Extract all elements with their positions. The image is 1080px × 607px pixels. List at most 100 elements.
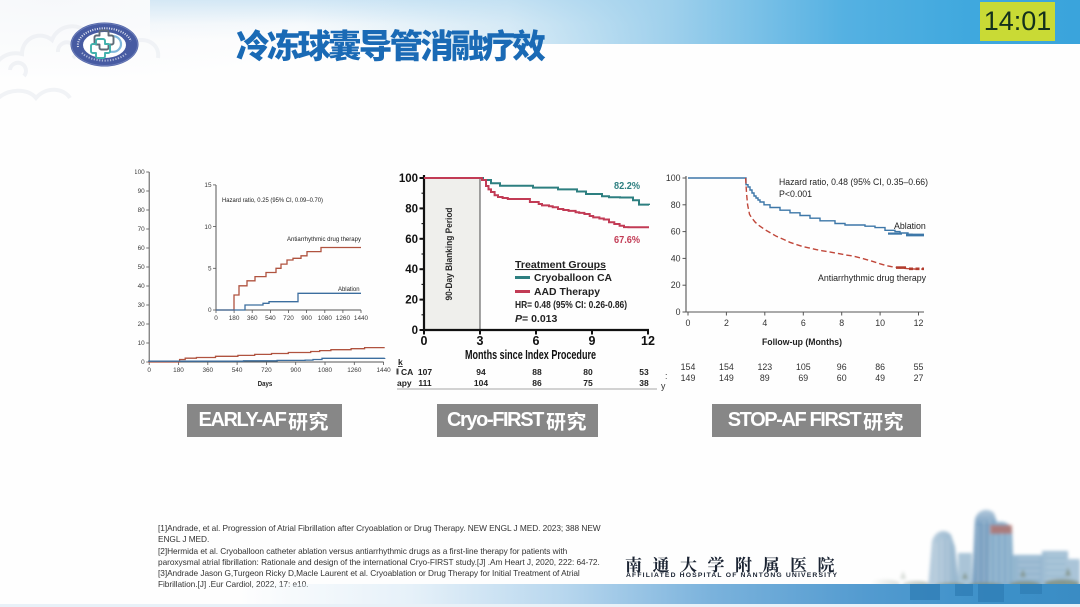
- svg-text:900: 900: [301, 315, 312, 322]
- svg-text:6: 6: [801, 318, 806, 328]
- svg-text:6: 6: [533, 334, 540, 348]
- svg-text:Hazard ratio, 0.25 (95% CI, 0.: Hazard ratio, 0.25 (95% CI, 0.09–0.70): [222, 197, 323, 204]
- svg-text:P<0.001: P<0.001: [779, 189, 812, 199]
- svg-text:720: 720: [261, 367, 272, 374]
- svg-text:0: 0: [214, 315, 218, 322]
- svg-text:10: 10: [875, 318, 885, 328]
- svg-text:100: 100: [399, 173, 418, 185]
- svg-text:10: 10: [204, 224, 212, 231]
- svg-text:40: 40: [405, 264, 418, 276]
- svg-text:1440: 1440: [354, 315, 369, 322]
- svg-text:8: 8: [839, 318, 844, 328]
- svg-text:10: 10: [138, 340, 146, 347]
- svg-text:Treatment Groups: Treatment Groups: [515, 259, 606, 271]
- svg-text:55: 55: [914, 362, 924, 372]
- svg-text:20: 20: [405, 295, 418, 307]
- svg-text:1080: 1080: [318, 367, 333, 374]
- svg-text:720: 720: [283, 315, 294, 322]
- svg-text:96: 96: [837, 362, 847, 372]
- svg-text:80: 80: [583, 367, 593, 377]
- svg-text:15: 15: [204, 182, 212, 189]
- svg-text:69: 69: [798, 373, 808, 383]
- svg-text:70: 70: [138, 226, 146, 233]
- svg-text:86: 86: [532, 378, 542, 388]
- svg-text:12: 12: [914, 318, 924, 328]
- svg-text:75: 75: [583, 378, 593, 388]
- svg-text:20: 20: [671, 280, 681, 290]
- svg-text:CA: CA: [401, 367, 413, 377]
- svg-text:1260: 1260: [347, 367, 362, 374]
- svg-text:180: 180: [173, 367, 184, 374]
- svg-text:27: 27: [914, 373, 924, 383]
- svg-text:149: 149: [719, 373, 734, 383]
- svg-text:50: 50: [138, 264, 146, 271]
- svg-text:90-Day Blanking Period: 90-Day Blanking Period: [444, 208, 454, 301]
- svg-text:38: 38: [639, 378, 649, 388]
- svg-text:94: 94: [476, 367, 486, 377]
- svg-text:Ablation: Ablation: [894, 221, 926, 231]
- svg-text:Hazard ratio, 0.48 (95% CI, 0.: Hazard ratio, 0.48 (95% CI, 0.35–0.66): [779, 177, 928, 187]
- svg-text:100: 100: [135, 169, 145, 176]
- svg-text:360: 360: [247, 315, 258, 322]
- svg-text:0: 0: [141, 359, 145, 366]
- svg-text:80: 80: [138, 207, 146, 214]
- svg-text:123: 123: [757, 362, 772, 372]
- svg-text:60: 60: [837, 373, 847, 383]
- svg-text:100: 100: [666, 173, 681, 183]
- svg-text:60: 60: [138, 245, 146, 252]
- svg-text:1080: 1080: [318, 315, 333, 322]
- svg-text:107: 107: [418, 367, 432, 377]
- svg-text:540: 540: [232, 367, 243, 374]
- svg-text:60: 60: [671, 227, 681, 237]
- svg-text:9: 9: [589, 334, 596, 348]
- svg-text:0: 0: [147, 367, 151, 374]
- svg-text:12: 12: [641, 334, 655, 348]
- svg-text:k: k: [398, 357, 403, 367]
- svg-text:149: 149: [681, 373, 696, 383]
- svg-text:y: y: [661, 381, 666, 391]
- svg-text:1260: 1260: [336, 315, 351, 322]
- svg-text:4: 4: [762, 318, 767, 328]
- svg-text:40: 40: [138, 283, 146, 290]
- svg-text:154: 154: [719, 362, 734, 372]
- svg-text:Ablation: Ablation: [338, 286, 360, 293]
- svg-text:3: 3: [477, 334, 484, 348]
- svg-text:2: 2: [724, 318, 729, 328]
- svg-text:111: 111: [418, 378, 432, 388]
- svg-text:apy: apy: [397, 378, 412, 388]
- svg-text:Antiarrhythmic drug therapy: Antiarrhythmic drug therapy: [818, 273, 927, 283]
- svg-text:40: 40: [671, 253, 681, 263]
- svg-text:0: 0: [676, 307, 681, 317]
- svg-text:AAD Therapy: AAD Therapy: [534, 286, 600, 298]
- svg-text:HR= 0.48 (95% CI: 0.26-0.86): HR= 0.48 (95% CI: 0.26-0.86): [515, 299, 627, 311]
- svg-text:105: 105: [796, 362, 811, 372]
- svg-text:360: 360: [202, 367, 213, 374]
- svg-text:53: 53: [639, 367, 649, 377]
- svg-text:0: 0: [421, 334, 428, 348]
- svg-text:Follow-up (Months): Follow-up (Months): [762, 337, 842, 348]
- svg-text:0: 0: [208, 307, 212, 314]
- svg-text:Months since Index Procedure: Months since Index Procedure: [465, 347, 596, 362]
- svg-text:0: 0: [686, 318, 691, 328]
- svg-text:Cryoballoon CA: Cryoballoon CA: [534, 272, 612, 284]
- svg-text:104: 104: [474, 378, 488, 388]
- svg-text:P= 0.013: P= 0.013: [515, 313, 558, 325]
- svg-text:5: 5: [208, 266, 212, 273]
- svg-text:0: 0: [412, 325, 418, 337]
- svg-text:86: 86: [875, 362, 885, 372]
- svg-text:67.6%: 67.6%: [614, 234, 641, 246]
- svg-text:20: 20: [138, 321, 146, 328]
- svg-text:90: 90: [138, 188, 146, 195]
- svg-text:30: 30: [138, 302, 146, 309]
- svg-text:540: 540: [265, 315, 276, 322]
- svg-text:900: 900: [290, 367, 301, 374]
- svg-text:154: 154: [681, 362, 696, 372]
- svg-text:Days: Days: [258, 381, 273, 388]
- svg-text:Antiarrhythmic drug therapy: Antiarrhythmic drug therapy: [287, 236, 362, 243]
- svg-text::: :: [665, 371, 667, 381]
- svg-text:80: 80: [405, 203, 418, 215]
- svg-text:88: 88: [532, 367, 542, 377]
- svg-text:49: 49: [875, 373, 885, 383]
- svg-text:89: 89: [760, 373, 770, 383]
- svg-text:1440: 1440: [376, 367, 391, 374]
